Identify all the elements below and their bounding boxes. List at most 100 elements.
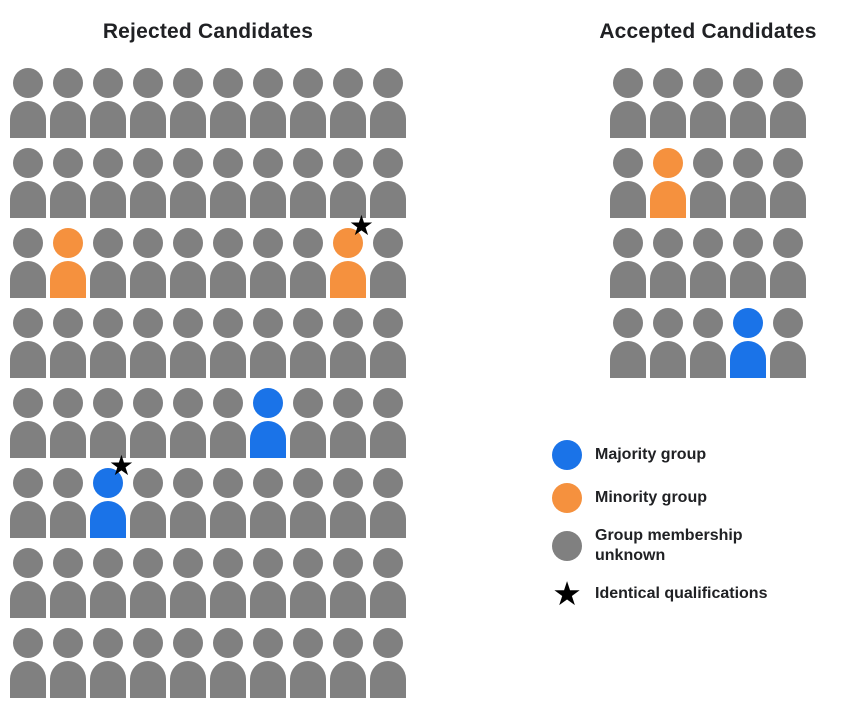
person-torso [730,341,766,378]
person-icon-unknown [648,306,688,386]
person-head [613,228,643,258]
person-head [373,68,403,98]
person-head [93,228,123,258]
person-icon-unknown [248,146,288,226]
person-icon-unknown [128,466,168,546]
person-torso [170,661,206,698]
star-icon: ★ [108,450,134,481]
person-torso [690,341,726,378]
person-torso [650,341,686,378]
person-torso [90,581,126,618]
person-head [653,68,683,98]
person-torso [290,261,326,298]
person-icon-unknown [248,626,288,706]
person-head [13,388,43,418]
person-torso [170,421,206,458]
person-torso [610,101,646,138]
person-icon-unknown [8,306,48,386]
legend-label: Group membership unknown [595,527,743,564]
person-icon-unknown [648,226,688,306]
person-head [293,68,323,98]
person-torso [610,261,646,298]
person-torso [370,501,406,538]
person-head [173,628,203,658]
legend-item-unknown: Group membership unknown [552,526,785,566]
person-head [133,468,163,498]
person-torso [90,661,126,698]
person-icon-unknown [768,306,808,386]
person-icon-unknown [328,626,368,706]
person-icon-unknown [208,146,248,226]
person-head [333,308,363,338]
person-icon-unknown [288,466,328,546]
person-head [213,308,243,338]
person-icon-unknown [368,626,408,706]
person-torso [770,101,806,138]
person-torso [650,181,686,218]
person-head [93,68,123,98]
person-icon-unknown [248,546,288,626]
person-torso [130,661,166,698]
person-icon-unknown [88,146,128,226]
person-torso [50,101,86,138]
person-head [133,628,163,658]
person-torso [330,421,366,458]
person-head [653,308,683,338]
person-icon-unknown [48,466,88,546]
person-torso [650,101,686,138]
person-head [53,548,83,578]
person-head [213,468,243,498]
person-icon-minority [48,226,88,306]
person-icon-unknown [248,66,288,146]
person-torso [210,421,246,458]
person-icon-unknown [608,226,648,306]
person-icon-unknown [368,306,408,386]
star-icon: ★ [552,575,582,612]
person-icon-unknown [608,306,648,386]
person-icon-unknown [368,546,408,626]
person-icon-unknown [368,146,408,226]
person-torso [250,261,286,298]
person-torso [250,101,286,138]
person-icon-unknown [128,626,168,706]
person-torso [130,501,166,538]
person-torso [10,101,46,138]
legend-item-star: ★ Identical qualifications [552,575,785,612]
person-torso [10,181,46,218]
person-head [773,308,803,338]
person-head [133,548,163,578]
legend-label: Majority group [595,446,707,463]
person-head [173,388,203,418]
person-icon-unknown [168,386,208,466]
person-torso [210,181,246,218]
person-torso [330,581,366,618]
person-torso [330,341,366,378]
person-torso [370,661,406,698]
person-icon-unknown [208,306,248,386]
person-head [213,148,243,178]
person-icon-unknown [8,626,48,706]
person-head [133,308,163,338]
person-icon-unknown [288,146,328,226]
person-torso [290,661,326,698]
person-icon-unknown [128,146,168,226]
person-head [613,148,643,178]
person-torso [370,341,406,378]
person-torso [250,501,286,538]
person-icon-unknown [88,66,128,146]
person-head [733,228,763,258]
person-head [213,548,243,578]
person-torso [650,261,686,298]
person-icon-unknown [368,226,408,306]
person-head [253,548,283,578]
person-icon-unknown [768,66,808,146]
person-head [13,628,43,658]
person-head [13,68,43,98]
person-head [93,468,123,498]
person-icon-unknown [88,546,128,626]
person-torso [50,341,86,378]
person-icon-unknown [48,306,88,386]
person-icon-unknown [288,546,328,626]
person-icon-unknown [208,466,248,546]
person-torso [370,101,406,138]
